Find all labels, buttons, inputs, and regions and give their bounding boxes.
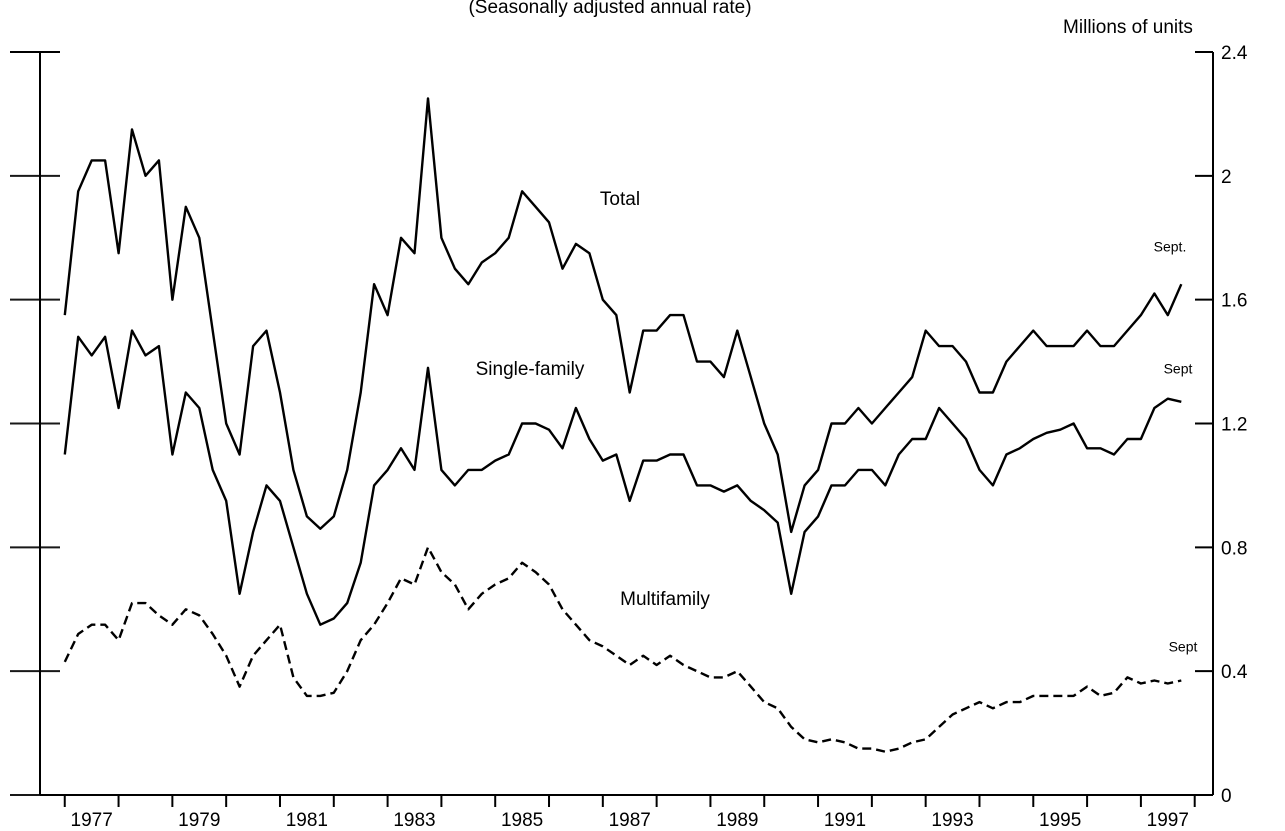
y-tick-label: 0.4 [1221, 662, 1248, 683]
y-tick-label: 0.8 [1221, 538, 1247, 559]
x-tick-label: 1991 [824, 810, 866, 831]
annotation: Total [600, 189, 640, 210]
x-tick-label: 1985 [501, 810, 543, 831]
x-tick-label: 1979 [178, 810, 220, 831]
x-tick-label: 1989 [716, 810, 758, 831]
annotation: Single-family [476, 359, 585, 380]
x-tick-label: 1997 [1147, 810, 1189, 831]
y-axis-label: Millions of units [1063, 17, 1193, 38]
x-tick-label: 1995 [1039, 810, 1081, 831]
annotation: Sept. [1154, 239, 1187, 255]
x-tick-label: 1983 [393, 810, 435, 831]
y-tick-label: 2 [1221, 167, 1232, 188]
annotation: Multifamily [620, 589, 710, 610]
annotation: Sept [1164, 361, 1193, 377]
y-tick-label: 1.6 [1221, 291, 1247, 312]
series-line [63, 546, 1182, 753]
y-tick-label: 2.4 [1221, 43, 1248, 64]
x-tick-label: 1981 [286, 810, 328, 831]
series-line [63, 329, 1182, 626]
annotation: Sept [1169, 639, 1198, 655]
chart-title: (Seasonally adjusted annual rate) [468, 0, 751, 18]
x-tick-label: 1977 [71, 810, 113, 831]
x-tick-label: 1993 [931, 810, 973, 831]
y-tick-label: 1.2 [1221, 415, 1247, 436]
x-tick-label: 1987 [609, 810, 651, 831]
y-tick-label: 0 [1221, 786, 1232, 807]
series-line [63, 97, 1183, 534]
